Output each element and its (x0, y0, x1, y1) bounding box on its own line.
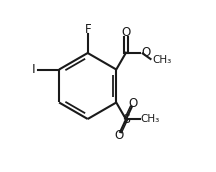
Text: O: O (115, 129, 124, 142)
Text: F: F (84, 23, 91, 36)
Text: CH₃: CH₃ (152, 55, 172, 65)
Text: O: O (128, 97, 137, 110)
Text: O: O (141, 46, 151, 59)
Text: S: S (122, 113, 130, 126)
Text: CH₃: CH₃ (141, 114, 160, 124)
Text: O: O (121, 26, 131, 39)
Text: I: I (32, 63, 36, 76)
